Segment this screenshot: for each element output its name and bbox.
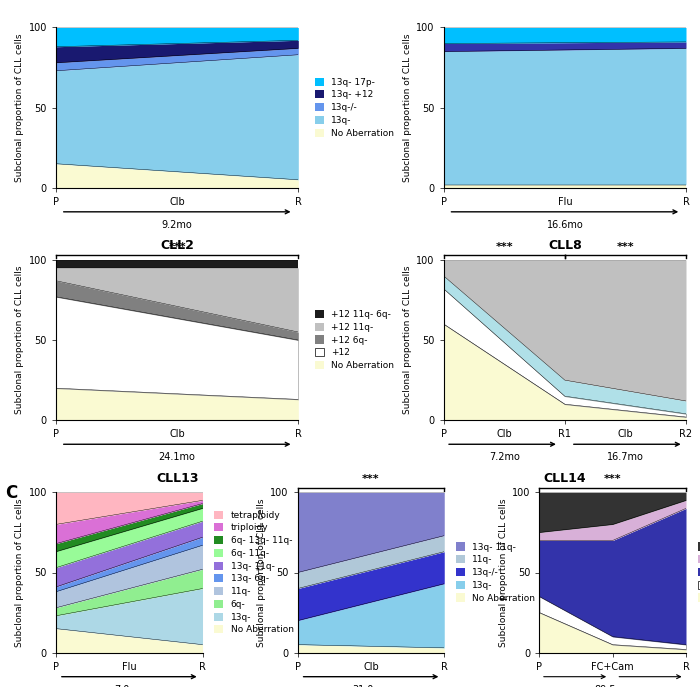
Legend: tetraploidy, triploidy, 6q- 13q- 11q-, 6q- 11q-, 13q- 11q-, 13q- 6q-, 11q-, 6q-,: tetraploidy, triploidy, 6q- 13q- 11q-, 6… — [214, 510, 293, 634]
Legend: 13q- 17p-, 13q- +12, 13q-/-, 13q-, No Aberration: 13q- 17p-, 13q- +12, 13q-/-, 13q-, No Ab… — [315, 78, 394, 137]
Text: C: C — [5, 484, 17, 502]
Y-axis label: Subclonal proportion of CLL cells: Subclonal proportion of CLL cells — [15, 34, 24, 182]
Text: ***: *** — [168, 242, 186, 252]
Text: CLL13: CLL13 — [156, 471, 198, 484]
Text: 89.5mo: 89.5mo — [594, 685, 631, 687]
Text: CLL8: CLL8 — [548, 239, 582, 252]
Legend: +12 17p- 13q-, +12 17p-, +12 13q-, +12, No Aberration: +12 17p- 13q-, +12 17p-, +12 13q-, +12, … — [698, 543, 700, 602]
Text: 7.0mo: 7.0mo — [114, 685, 145, 687]
Y-axis label: Subclonal proportion of CLL cells: Subclonal proportion of CLL cells — [499, 498, 508, 646]
Text: 7.2mo: 7.2mo — [489, 452, 519, 462]
Y-axis label: Subclonal proportion of CLL cells: Subclonal proportion of CLL cells — [403, 266, 412, 414]
Text: ***: *** — [362, 474, 380, 484]
Text: Clb: Clb — [169, 197, 185, 207]
Text: Clb: Clb — [496, 429, 512, 440]
Text: Clb: Clb — [169, 429, 185, 440]
Text: Clb: Clb — [363, 662, 379, 672]
Y-axis label: Subclonal proportion of CLL cells: Subclonal proportion of CLL cells — [15, 498, 24, 646]
Y-axis label: Subclonal proportion of CLL cells: Subclonal proportion of CLL cells — [15, 266, 24, 414]
Text: 9.2mo: 9.2mo — [162, 220, 193, 230]
Y-axis label: Subclonal proportion of CLL cells: Subclonal proportion of CLL cells — [257, 498, 266, 646]
Legend: 13q- 11q-, 11q-, 13q-/-, 13q-, No Aberration: 13q- 11q-, 11q-, 13q-/-, 13q-, No Aberra… — [456, 543, 536, 602]
Text: 16.7mo: 16.7mo — [607, 452, 644, 462]
Text: Flu: Flu — [122, 662, 136, 672]
Text: CLL2: CLL2 — [160, 239, 194, 252]
Text: ***: *** — [496, 242, 513, 252]
Text: 31.0mo: 31.0mo — [353, 685, 389, 687]
Text: ***: *** — [617, 242, 634, 252]
Text: ***: *** — [604, 474, 622, 484]
Text: CLL14: CLL14 — [543, 471, 586, 484]
Legend: +12 11q- 6q-, +12 11q-, +12 6q-, +12, No Aberration: +12 11q- 6q-, +12 11q-, +12 6q-, +12, No… — [315, 310, 394, 370]
Text: 16.6mo: 16.6mo — [547, 220, 583, 230]
Text: Flu: Flu — [557, 197, 572, 207]
Y-axis label: Subclonal proportion of CLL cells: Subclonal proportion of CLL cells — [403, 34, 412, 182]
Text: 24.1mo: 24.1mo — [159, 452, 195, 462]
Text: Clb: Clb — [617, 429, 634, 440]
